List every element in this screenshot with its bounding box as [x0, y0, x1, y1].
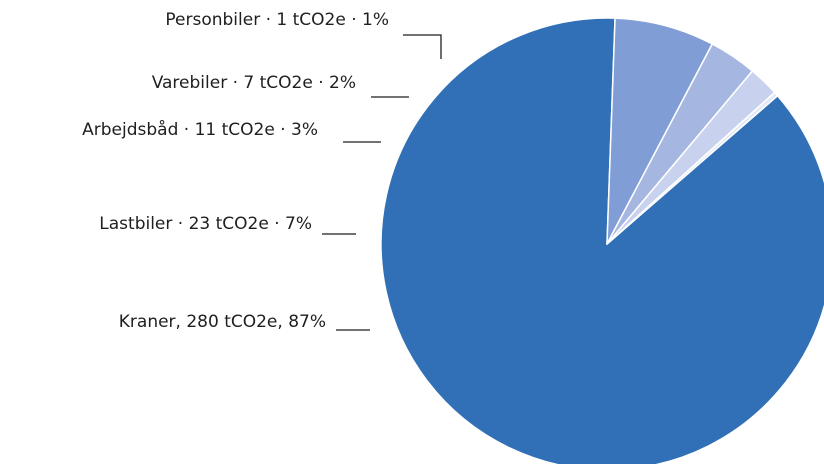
leader-line-personbiler — [403, 34, 442, 59]
slice-label-personbiler: Personbiler · 1 tCO2e · 1% — [165, 10, 389, 30]
pie-slice-personbiler — [606, 91, 779, 245]
pie-slice-lastbiler — [606, 17, 714, 245]
slice-label-kraner: Kraner, 280 tCO2e, 87% — [119, 312, 326, 332]
pie-slice-kraner — [380, 17, 824, 464]
slice-label-lastbiler: Lastbiler · 23 tCO2e · 7% — [99, 214, 312, 234]
slice-label-arbejdsbaad: Arbejdsbåd · 11 tCO2e · 3% — [82, 119, 318, 140]
slice-labels: Kraner, 280 tCO2e, 87% Lastbiler · 23 tCO… — [82, 10, 442, 332]
slice-label-varebiler: Varebiler · 7 tCO2e · 2% — [152, 73, 356, 93]
pie-slices — [380, 17, 824, 464]
